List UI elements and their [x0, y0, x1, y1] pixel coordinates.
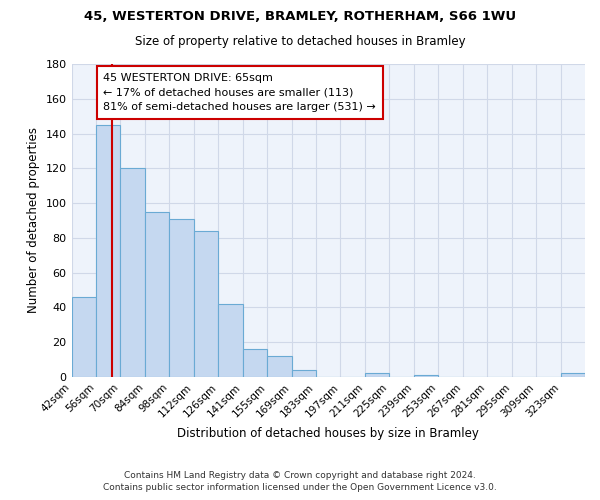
Bar: [292, 370, 316, 377]
Bar: [218, 304, 242, 377]
X-axis label: Distribution of detached houses by size in Bramley: Distribution of detached houses by size …: [178, 427, 479, 440]
Text: 45 WESTERTON DRIVE: 65sqm
← 17% of detached houses are smaller (113)
81% of semi: 45 WESTERTON DRIVE: 65sqm ← 17% of detac…: [103, 72, 376, 112]
Text: Size of property relative to detached houses in Bramley: Size of property relative to detached ho…: [134, 35, 466, 48]
Y-axis label: Number of detached properties: Number of detached properties: [27, 128, 40, 314]
Bar: [96, 125, 121, 377]
Text: 45, WESTERTON DRIVE, BRAMLEY, ROTHERHAM, S66 1WU: 45, WESTERTON DRIVE, BRAMLEY, ROTHERHAM,…: [84, 10, 516, 23]
Bar: [169, 218, 194, 377]
Bar: [242, 349, 267, 377]
Bar: [145, 212, 169, 377]
Bar: [267, 356, 292, 377]
Bar: [121, 168, 145, 377]
Bar: [414, 375, 438, 377]
Bar: [194, 231, 218, 377]
Bar: [560, 374, 585, 377]
Bar: [71, 297, 96, 377]
Text: Contains HM Land Registry data © Crown copyright and database right 2024.
Contai: Contains HM Land Registry data © Crown c…: [103, 471, 497, 492]
Bar: [365, 374, 389, 377]
